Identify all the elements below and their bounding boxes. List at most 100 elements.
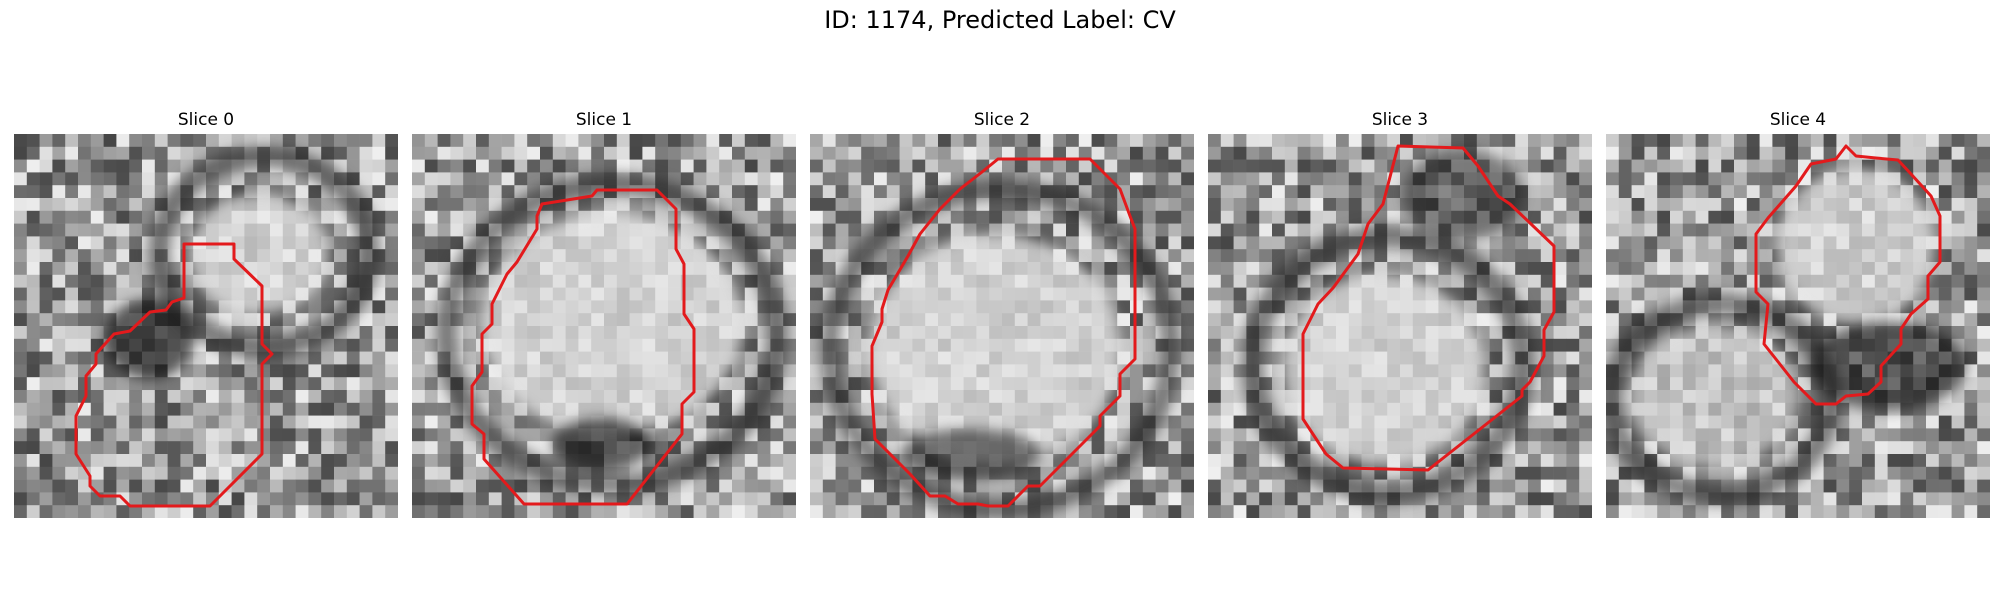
pixel	[14, 159, 28, 173]
pixel	[629, 505, 643, 518]
pixel	[1759, 210, 1773, 224]
pixel	[848, 159, 862, 173]
pixel	[39, 338, 53, 352]
pixel	[1618, 505, 1632, 518]
pixel	[129, 210, 143, 224]
pixel	[1066, 146, 1080, 160]
pixel	[334, 505, 348, 518]
pixel	[334, 249, 348, 263]
pixel	[142, 185, 156, 199]
pixel	[861, 402, 875, 416]
pixel	[412, 274, 426, 288]
pixel	[1695, 249, 1709, 263]
pixel	[359, 505, 373, 518]
pixel	[1887, 492, 1901, 506]
pixel	[450, 159, 464, 173]
pixel	[334, 466, 348, 480]
pixel	[52, 479, 66, 493]
pixel	[1489, 172, 1503, 186]
pixel	[231, 313, 245, 327]
pixel	[167, 146, 181, 160]
pixel	[1721, 134, 1735, 148]
pixel	[848, 326, 862, 340]
pixel	[1476, 210, 1490, 224]
pixel	[488, 377, 502, 391]
pixel	[925, 223, 939, 237]
pixel	[359, 146, 373, 160]
pixel	[167, 428, 181, 442]
pixel	[1528, 402, 1542, 416]
pixel	[1708, 262, 1722, 276]
pixel	[757, 134, 771, 148]
pixel	[78, 313, 92, 327]
pixel	[591, 198, 605, 212]
pixel	[770, 134, 784, 148]
pixel	[321, 415, 335, 429]
pixel	[1502, 159, 1516, 173]
pixel	[540, 159, 554, 173]
pixel	[424, 338, 438, 352]
pixel	[1631, 492, 1645, 506]
pixel	[1926, 146, 1940, 160]
pixel	[616, 198, 630, 212]
pixel	[1027, 223, 1041, 237]
pixel	[231, 428, 245, 442]
pixel	[463, 505, 477, 518]
pixel	[39, 134, 53, 148]
pixel	[65, 210, 79, 224]
pixel	[270, 479, 284, 493]
pixel	[1849, 479, 1863, 493]
pixel	[372, 146, 386, 160]
pixel	[1208, 146, 1222, 160]
pixel	[1553, 505, 1567, 518]
pixel	[282, 415, 296, 429]
pixel	[26, 390, 40, 404]
pixel	[1412, 159, 1426, 173]
pixel	[1272, 223, 1286, 237]
pixel	[1913, 428, 1927, 442]
pixel	[668, 492, 682, 506]
pixel	[706, 466, 720, 480]
pixel	[1695, 198, 1709, 212]
pixel	[78, 198, 92, 212]
pixel	[1721, 159, 1735, 173]
pixel	[270, 402, 284, 416]
pixel	[810, 210, 824, 224]
pixel	[1208, 159, 1222, 173]
pixel	[1695, 262, 1709, 276]
pixel	[1734, 185, 1748, 199]
pixel	[1272, 146, 1286, 160]
pixel	[1310, 223, 1324, 237]
pixel	[1528, 172, 1542, 186]
pixel	[372, 185, 386, 199]
pixel	[476, 492, 490, 506]
pixel	[1181, 134, 1194, 148]
pixel	[26, 146, 40, 160]
pixel	[385, 415, 398, 429]
pixel	[346, 326, 360, 340]
pixel	[1926, 313, 1940, 327]
pixel	[1528, 441, 1542, 455]
pixel	[1284, 313, 1298, 327]
pixel	[1066, 466, 1080, 480]
pixel	[308, 505, 322, 518]
pixel	[1220, 236, 1234, 250]
pixel	[1233, 262, 1247, 276]
pixel	[835, 134, 849, 148]
pixel	[1091, 134, 1105, 148]
pixel	[1502, 185, 1516, 199]
pixel	[770, 505, 784, 518]
pixel	[578, 198, 592, 212]
pixel	[1540, 377, 1554, 391]
pixel	[1168, 415, 1182, 429]
pixel	[424, 428, 438, 442]
pixel	[848, 390, 862, 404]
pixel	[1926, 441, 1940, 455]
pixel	[1142, 479, 1156, 493]
pixel	[129, 441, 143, 455]
pixel	[1259, 198, 1273, 212]
pixel	[1566, 287, 1580, 301]
pixel	[744, 198, 758, 212]
pixel	[938, 146, 952, 160]
pixel	[783, 236, 796, 250]
